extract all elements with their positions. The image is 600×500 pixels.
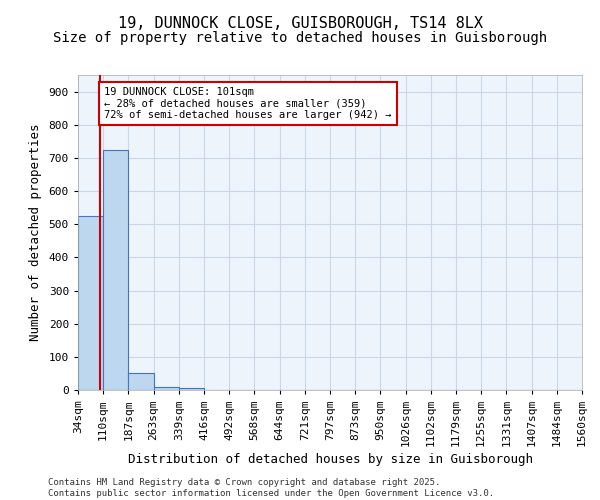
Bar [78, 216, 103, 390]
Text: 19, DUNNOCK CLOSE, GUISBOROUGH, TS14 8LX: 19, DUNNOCK CLOSE, GUISBOROUGH, TS14 8LX [118, 16, 482, 31]
Bar [128, 374, 154, 390]
Text: 19 DUNNOCK CLOSE: 101sqm
← 28% of detached houses are smaller (359)
72% of semi-: 19 DUNNOCK CLOSE: 101sqm ← 28% of detach… [104, 87, 391, 120]
Bar [103, 150, 128, 390]
X-axis label: Distribution of detached houses by size in Guisborough: Distribution of detached houses by size … [128, 453, 533, 466]
Y-axis label: Number of detached properties: Number of detached properties [29, 124, 42, 341]
Bar [179, 388, 204, 390]
Text: Contains HM Land Registry data © Crown copyright and database right 2025.
Contai: Contains HM Land Registry data © Crown c… [48, 478, 494, 498]
Text: Size of property relative to detached houses in Guisborough: Size of property relative to detached ho… [53, 31, 547, 45]
Bar [154, 386, 179, 390]
